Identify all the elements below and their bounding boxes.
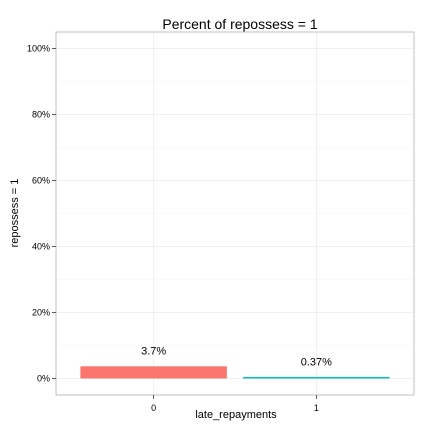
y-tick-label: 60%	[32, 176, 50, 186]
plot-area: 3.7% 0.37% 0% 20% 40% 60% 80% 100% 0 1	[27, 31, 415, 413]
y-tick-label: 20%	[32, 308, 50, 318]
y-tick-label: 100%	[27, 44, 50, 54]
x-tick-label: 1	[314, 403, 319, 413]
chart-title: Percent of repossess = 1	[162, 16, 317, 32]
x-axis-title: late_repayments	[195, 409, 277, 421]
plot-border	[55, 31, 415, 396]
y-axis-title: repossess = 1	[9, 179, 21, 248]
y-tick-label: 80%	[32, 110, 50, 120]
x-tick-label: 0	[151, 403, 156, 413]
y-tick-label: 40%	[32, 242, 50, 252]
bar-1	[243, 377, 390, 379]
y-tick-label: 0%	[37, 374, 50, 384]
bar-0	[80, 366, 227, 379]
data-label-1: 0.37%	[301, 356, 332, 368]
data-label-0: 3.7%	[141, 345, 166, 357]
